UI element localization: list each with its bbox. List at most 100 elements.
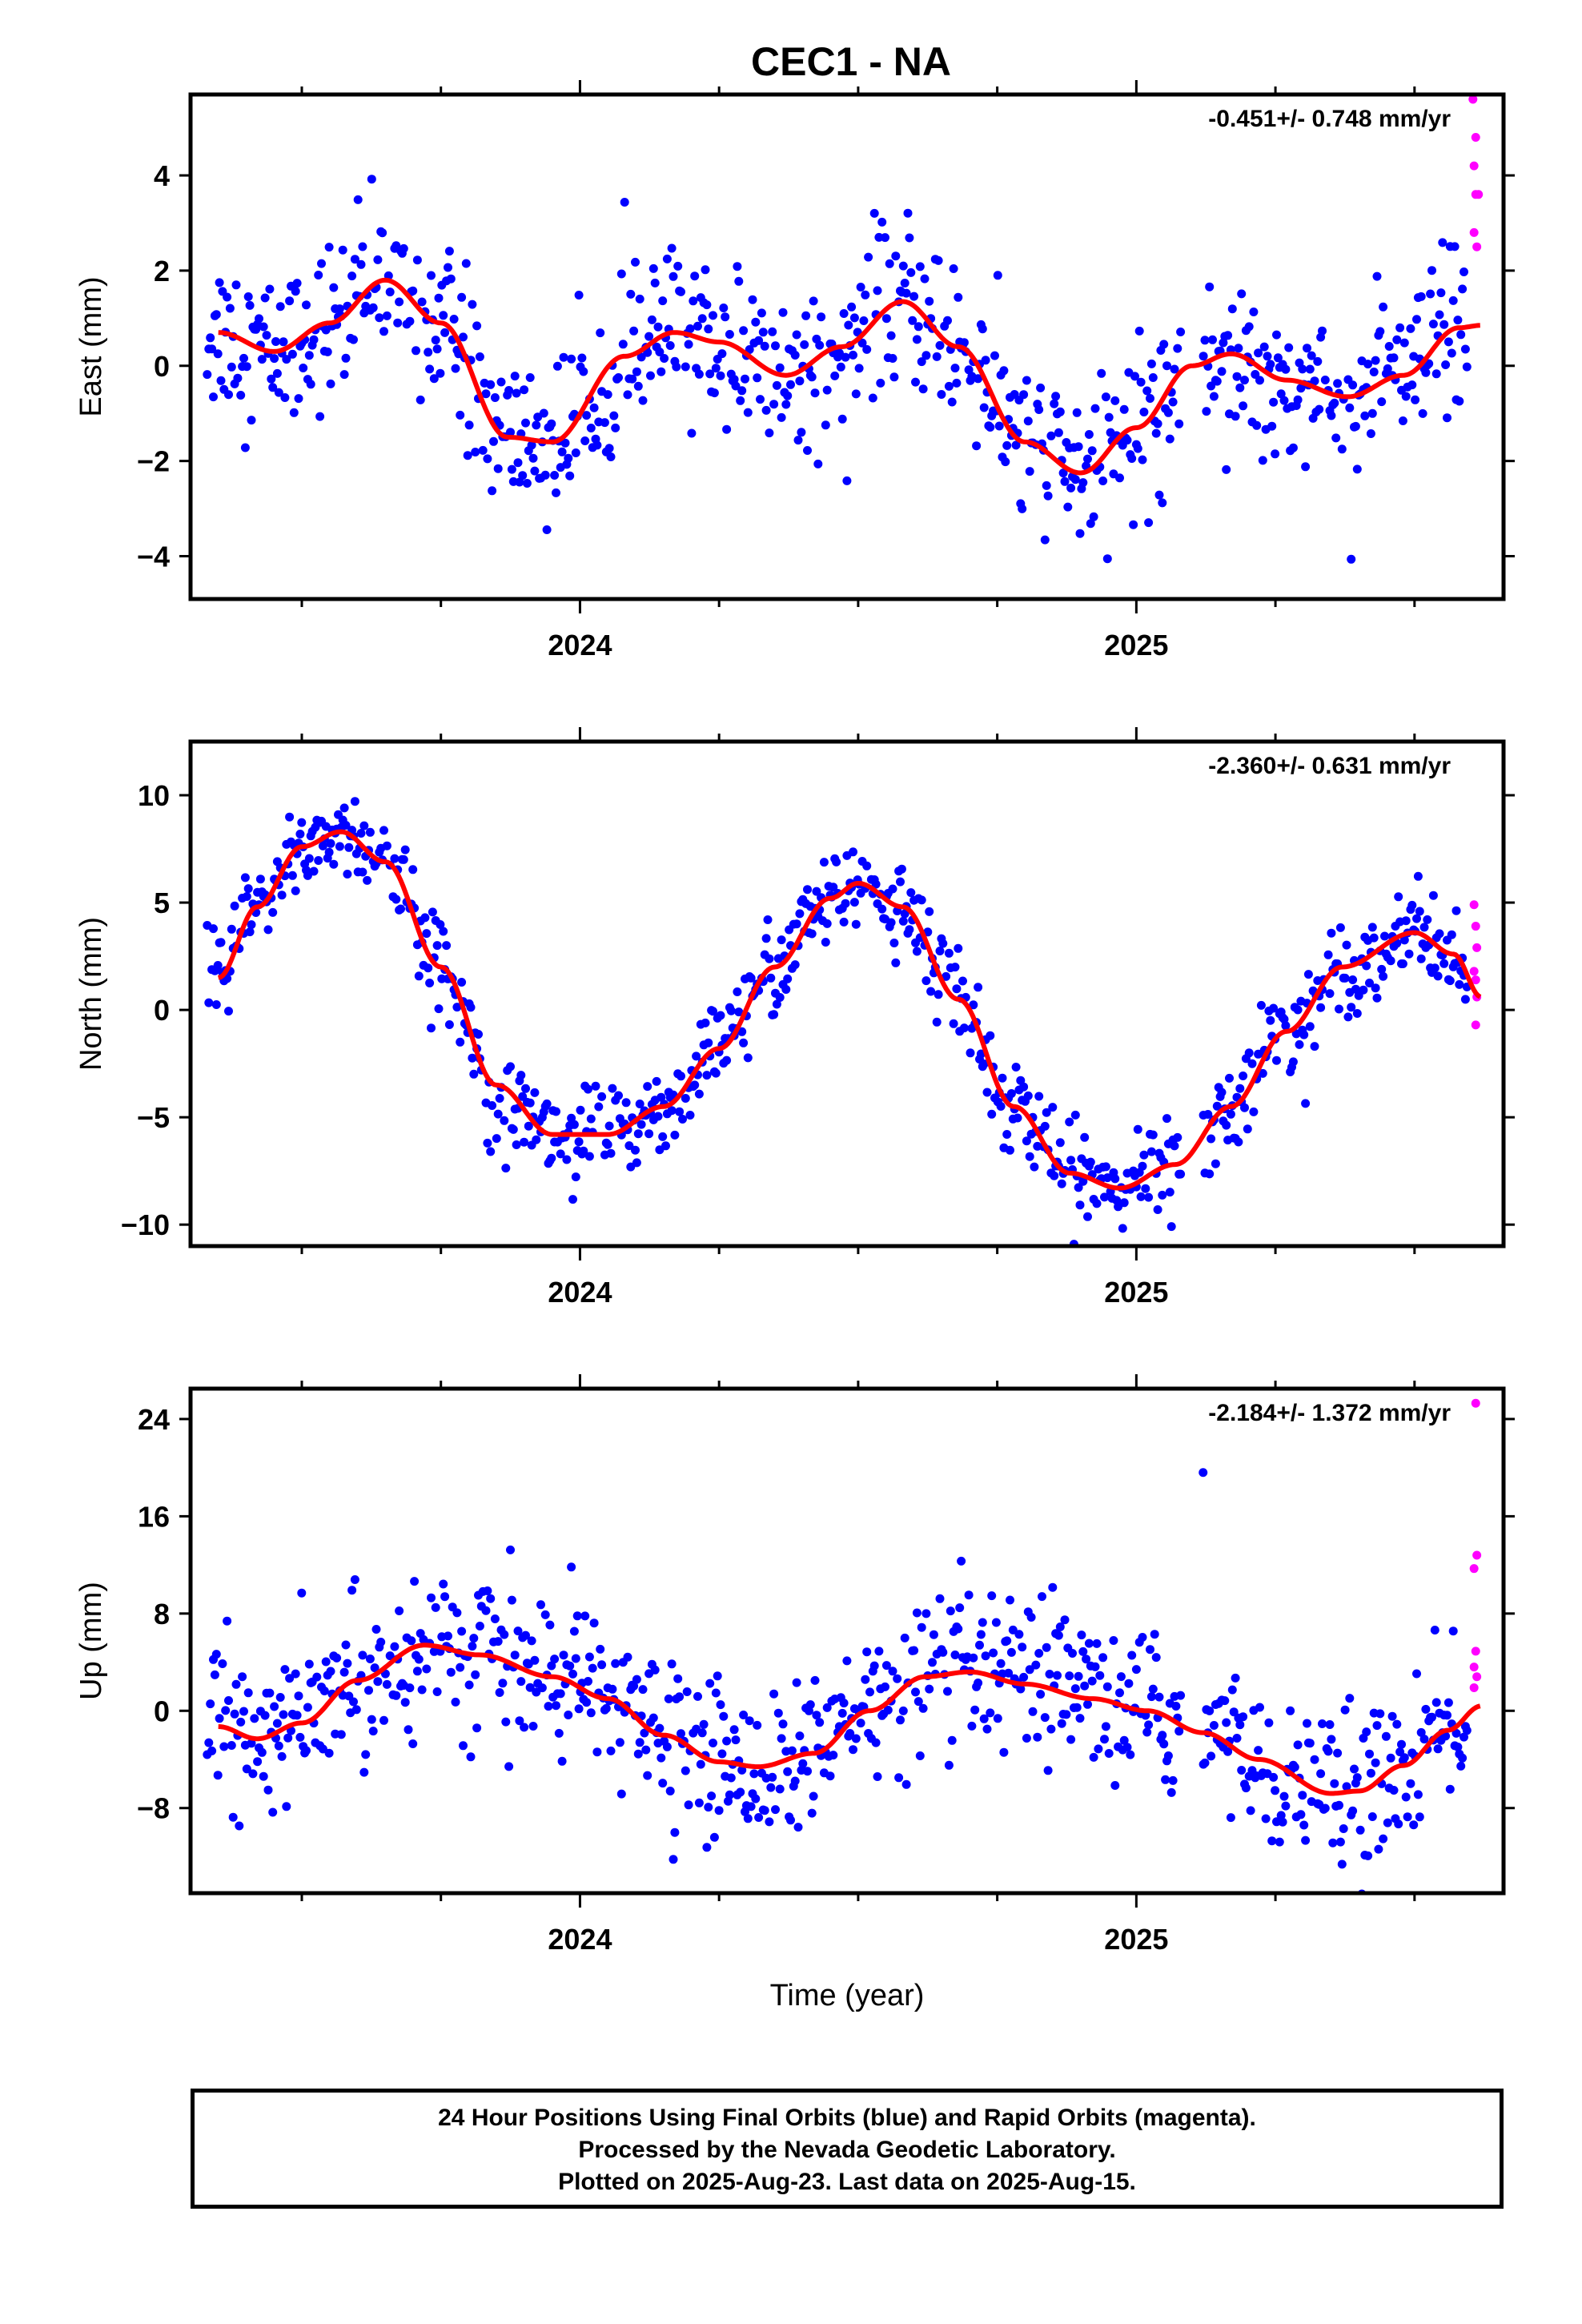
data-point bbox=[786, 1815, 795, 1825]
data-point bbox=[1335, 1004, 1343, 1014]
data-point bbox=[1042, 480, 1051, 490]
data-point bbox=[793, 436, 803, 445]
data-point bbox=[439, 311, 448, 320]
data-point bbox=[769, 400, 779, 409]
data-point bbox=[877, 217, 887, 227]
data-point bbox=[282, 355, 291, 364]
data-point bbox=[1303, 1719, 1311, 1728]
data-point bbox=[1330, 398, 1339, 408]
rapid-orbit-point bbox=[1469, 967, 1479, 976]
data-point bbox=[379, 327, 388, 336]
data-point bbox=[967, 1721, 977, 1731]
data-point bbox=[279, 337, 288, 347]
data-point bbox=[481, 389, 491, 399]
data-point bbox=[1293, 1740, 1303, 1750]
data-point bbox=[681, 1094, 690, 1103]
data-point bbox=[1445, 1784, 1455, 1794]
data-point bbox=[662, 254, 672, 263]
data-point bbox=[660, 354, 669, 363]
data-point bbox=[1142, 386, 1152, 396]
data-point bbox=[444, 1631, 452, 1641]
data-point bbox=[223, 1616, 232, 1626]
data-point bbox=[314, 856, 323, 865]
data-point bbox=[616, 1789, 626, 1799]
data-point bbox=[1443, 413, 1452, 423]
data-point bbox=[367, 1715, 376, 1724]
data-point bbox=[1359, 985, 1368, 995]
data-point bbox=[367, 175, 376, 184]
data-point bbox=[412, 1667, 422, 1676]
data-point bbox=[206, 333, 215, 343]
data-point bbox=[542, 1099, 552, 1108]
data-point bbox=[1246, 1806, 1255, 1815]
data-point bbox=[444, 1020, 454, 1029]
x-tick-label: 2024 bbox=[548, 1923, 612, 1956]
data-point bbox=[851, 1734, 861, 1743]
data-point bbox=[1243, 1124, 1252, 1134]
data-point bbox=[436, 368, 445, 378]
y-axis-label: North (mm) bbox=[74, 917, 108, 1071]
rapid-orbit-point bbox=[1472, 943, 1482, 952]
data-point bbox=[236, 391, 246, 400]
data-point bbox=[1066, 483, 1076, 493]
data-point bbox=[861, 1675, 870, 1684]
data-point bbox=[889, 939, 899, 947]
data-point bbox=[444, 263, 452, 272]
data-point bbox=[633, 381, 643, 391]
data-point bbox=[427, 1593, 436, 1602]
y-tick-label: 0 bbox=[154, 1695, 170, 1727]
data-point bbox=[704, 1803, 713, 1812]
data-point bbox=[600, 418, 609, 428]
data-point bbox=[1281, 1801, 1291, 1811]
data-point bbox=[1030, 1162, 1039, 1172]
data-point bbox=[609, 411, 619, 420]
data-point bbox=[737, 386, 747, 396]
data-point bbox=[565, 471, 575, 480]
footer-caption: 24 Hour Positions Using Final Orbits (bl… bbox=[191, 2089, 1504, 2209]
data-point bbox=[701, 265, 710, 275]
data-point bbox=[771, 341, 780, 351]
data-point bbox=[466, 1003, 476, 1012]
data-point bbox=[768, 327, 777, 336]
data-point bbox=[991, 1618, 1001, 1627]
data-point bbox=[1045, 1670, 1054, 1679]
data-point bbox=[579, 1146, 588, 1156]
data-point bbox=[1043, 491, 1053, 501]
data-point bbox=[329, 283, 339, 292]
data-point bbox=[897, 864, 906, 874]
data-point bbox=[722, 1055, 732, 1065]
data-point bbox=[906, 888, 916, 898]
data-point bbox=[1038, 1592, 1046, 1602]
data-point bbox=[1006, 1647, 1016, 1657]
data-point bbox=[830, 371, 840, 380]
data-point bbox=[1092, 1638, 1102, 1648]
data-point bbox=[1296, 1810, 1306, 1819]
data-point bbox=[277, 1751, 287, 1761]
data-point bbox=[268, 383, 278, 392]
data-point bbox=[1340, 973, 1350, 983]
data-point bbox=[1254, 348, 1263, 358]
data-point bbox=[227, 362, 236, 372]
data-point bbox=[1074, 442, 1083, 452]
data-point bbox=[1063, 502, 1073, 512]
data-point bbox=[690, 1080, 700, 1090]
data-point bbox=[459, 332, 468, 342]
x-tick-label: 2025 bbox=[1104, 1276, 1168, 1309]
data-point bbox=[341, 353, 351, 363]
data-point bbox=[1325, 989, 1335, 999]
data-point bbox=[1439, 320, 1449, 329]
data-point bbox=[483, 454, 492, 464]
data-point bbox=[242, 362, 251, 372]
data-point bbox=[317, 259, 326, 268]
data-point bbox=[370, 1663, 379, 1673]
data-point bbox=[1040, 535, 1050, 545]
data-point bbox=[506, 1545, 515, 1554]
data-point bbox=[1057, 1719, 1066, 1728]
data-point bbox=[1295, 1039, 1304, 1049]
data-point bbox=[1374, 1844, 1383, 1854]
data-point bbox=[1008, 1625, 1018, 1634]
data-point bbox=[592, 440, 602, 450]
data-point bbox=[498, 1679, 508, 1688]
data-point bbox=[329, 859, 339, 869]
data-point bbox=[1226, 1813, 1235, 1823]
